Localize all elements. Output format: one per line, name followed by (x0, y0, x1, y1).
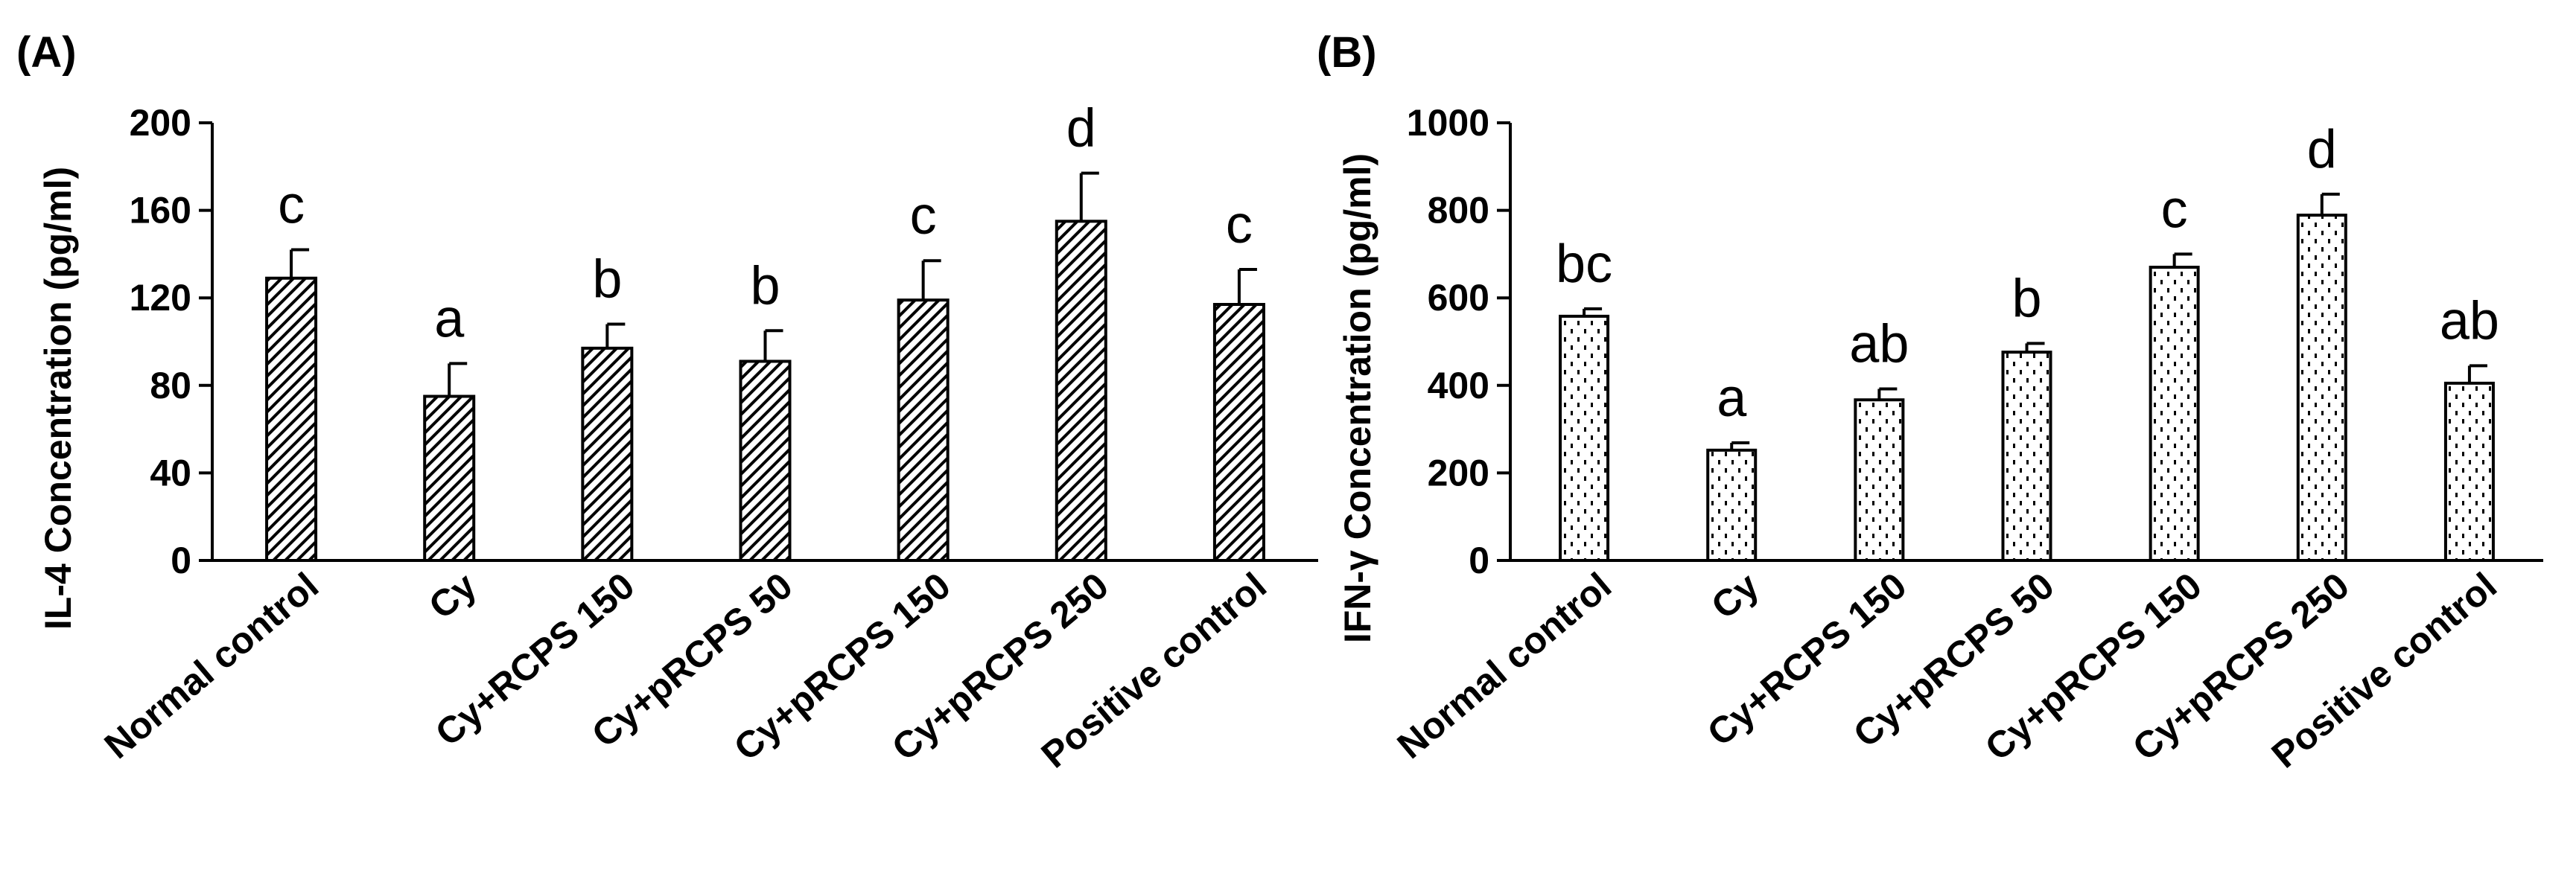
error-bar (448, 362, 468, 397)
error-bar (2467, 364, 2487, 383)
y-tick-label: 600 (1428, 277, 1489, 319)
error-bar (2172, 252, 2192, 268)
y-tick-label: 200 (130, 102, 191, 144)
bar (2443, 381, 2495, 562)
chart-panel-a: (A) IL-4 Concentration (pg/ml) 0 40 80 120 1… (16, 28, 1318, 776)
error-bar (1877, 387, 1898, 400)
bars-a: c a b b c d c (265, 99, 1265, 562)
y-tick-label: 80 (150, 365, 191, 406)
error-bar (290, 248, 310, 278)
significance-label: c (2161, 179, 2188, 239)
significance-label: ab (1849, 315, 1909, 374)
y-axis-label-a: IL-4 Concentration (pg/ml) (37, 167, 79, 630)
bar (1559, 314, 1610, 562)
bar (2296, 214, 2347, 562)
bar (265, 276, 318, 562)
y-tick-label: 200 (1428, 452, 1489, 493)
panel-label-b: (B) (1317, 28, 1377, 77)
significance-label: b (750, 256, 780, 316)
panel-label-a: (A) (16, 28, 77, 77)
x-tick-label: Cy (1703, 564, 1766, 627)
x-tick-label: Normal control (97, 565, 326, 767)
y-tick-label: 40 (150, 452, 191, 493)
significance-label: a (434, 289, 465, 348)
error-bar (1237, 267, 1257, 305)
y-ticks-a: 0 40 80 120 160 200 (130, 102, 212, 581)
error-bar (605, 322, 626, 348)
significance-label: c (1226, 195, 1253, 255)
y-tick-label: 120 (130, 277, 191, 319)
error-bar (1583, 307, 1603, 316)
bar (2149, 266, 2200, 562)
bar (1055, 220, 1107, 562)
significance-label: ab (2440, 291, 2499, 351)
x-tick-label: Normal control (1390, 565, 1619, 767)
y-tick-label: 0 (171, 540, 191, 581)
significance-label: b (2011, 269, 2041, 328)
y-tick-label: 800 (1428, 190, 1489, 231)
chart-panel-b: (B) IFN-γ Concentration (pg/ml) 0 200 400 6… (1317, 28, 2543, 776)
bar (897, 298, 950, 562)
significance-label: b (592, 249, 622, 309)
significance-label: c (910, 186, 937, 246)
error-bar (763, 329, 783, 362)
bar (581, 346, 634, 562)
error-bar (2025, 342, 2045, 353)
significance-label: a (1717, 368, 1747, 428)
y-tick-label: 1000 (1407, 102, 1489, 144)
x-tick-label: Cy (421, 564, 484, 627)
bar (1212, 303, 1265, 562)
bar (423, 394, 476, 562)
y-ticks-b: 0 200 400 600 800 1000 (1407, 102, 1510, 581)
error-bar (1730, 441, 1750, 450)
error-bar (2320, 192, 2340, 216)
significance-label: d (1066, 99, 1096, 159)
bar (1854, 398, 1905, 562)
significance-label: c (278, 176, 305, 235)
significance-label: bc (1556, 234, 1612, 294)
error-bar (1079, 171, 1099, 222)
y-tick-label: 160 (130, 190, 191, 231)
y-axis-label-b: IFN-γ Concentration (pg/ml) (1337, 153, 1378, 643)
y-tick-label: 400 (1428, 365, 1489, 406)
bar (739, 359, 792, 562)
significance-label: d (2307, 120, 2337, 179)
y-tick-label: 0 (1469, 540, 1489, 581)
bar (2001, 351, 2052, 562)
bar (1706, 448, 1758, 562)
error-bar (921, 259, 941, 301)
